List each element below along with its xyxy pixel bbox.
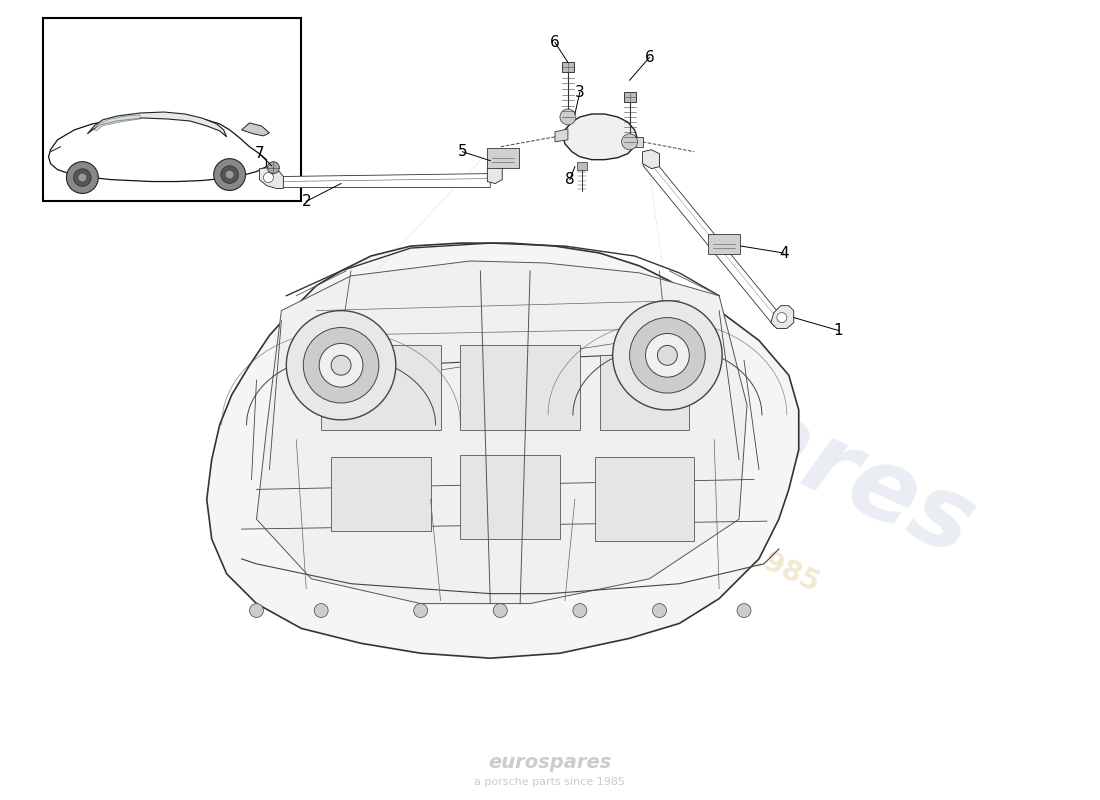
Bar	[600, 355, 690, 430]
Polygon shape	[87, 112, 227, 137]
Circle shape	[629, 318, 705, 393]
Text: 4: 4	[779, 246, 789, 261]
Circle shape	[221, 166, 239, 183]
Text: 6: 6	[645, 50, 654, 65]
Text: 7: 7	[255, 146, 264, 162]
Polygon shape	[95, 115, 140, 131]
Bar	[595, 457, 694, 541]
Bar	[562, 62, 574, 72]
Polygon shape	[242, 123, 270, 136]
Polygon shape	[256, 261, 747, 603]
Circle shape	[646, 334, 690, 377]
Circle shape	[286, 310, 396, 420]
Circle shape	[74, 169, 91, 186]
Text: a porsche parts since 1985: a porsche parts since 1985	[474, 778, 626, 787]
Circle shape	[304, 327, 378, 403]
Polygon shape	[771, 306, 794, 329]
Circle shape	[315, 603, 328, 618]
Circle shape	[250, 603, 264, 618]
Circle shape	[658, 346, 678, 366]
Polygon shape	[260, 168, 284, 189]
Text: eurospares: eurospares	[488, 753, 612, 772]
Circle shape	[319, 343, 363, 387]
Polygon shape	[207, 243, 799, 658]
Text: 8: 8	[565, 172, 574, 187]
Text: 2: 2	[301, 194, 311, 209]
Text: eurospares: eurospares	[374, 222, 989, 578]
Circle shape	[264, 173, 274, 182]
Circle shape	[493, 603, 507, 618]
Text: 6: 6	[550, 35, 560, 50]
Circle shape	[777, 313, 786, 322]
Circle shape	[652, 603, 667, 618]
Bar	[461, 454, 560, 539]
Polygon shape	[629, 137, 642, 146]
Polygon shape	[279, 174, 491, 187]
Circle shape	[560, 109, 576, 125]
Polygon shape	[487, 166, 503, 183]
Circle shape	[613, 301, 722, 410]
Bar	[576, 162, 586, 170]
Circle shape	[331, 355, 351, 375]
Bar	[624, 92, 636, 102]
Text: a porsche parts since 1985: a porsche parts since 1985	[429, 394, 824, 598]
Circle shape	[213, 158, 245, 190]
Bar	[321, 346, 441, 430]
Polygon shape	[563, 114, 638, 160]
Circle shape	[573, 603, 586, 618]
Circle shape	[737, 603, 751, 618]
Text: 1: 1	[834, 323, 844, 338]
FancyBboxPatch shape	[487, 148, 519, 168]
Text: 5: 5	[458, 144, 468, 159]
Circle shape	[621, 134, 638, 150]
FancyBboxPatch shape	[708, 234, 740, 254]
Circle shape	[226, 170, 234, 179]
Bar	[43, 18, 301, 202]
Text: 3: 3	[575, 85, 585, 100]
Bar	[331, 457, 430, 531]
Circle shape	[414, 603, 428, 618]
Polygon shape	[642, 158, 783, 326]
Bar	[461, 346, 580, 430]
Polygon shape	[642, 150, 659, 169]
Polygon shape	[556, 129, 568, 142]
Circle shape	[78, 173, 87, 182]
Polygon shape	[48, 116, 266, 182]
Circle shape	[66, 162, 98, 194]
Circle shape	[267, 162, 279, 174]
